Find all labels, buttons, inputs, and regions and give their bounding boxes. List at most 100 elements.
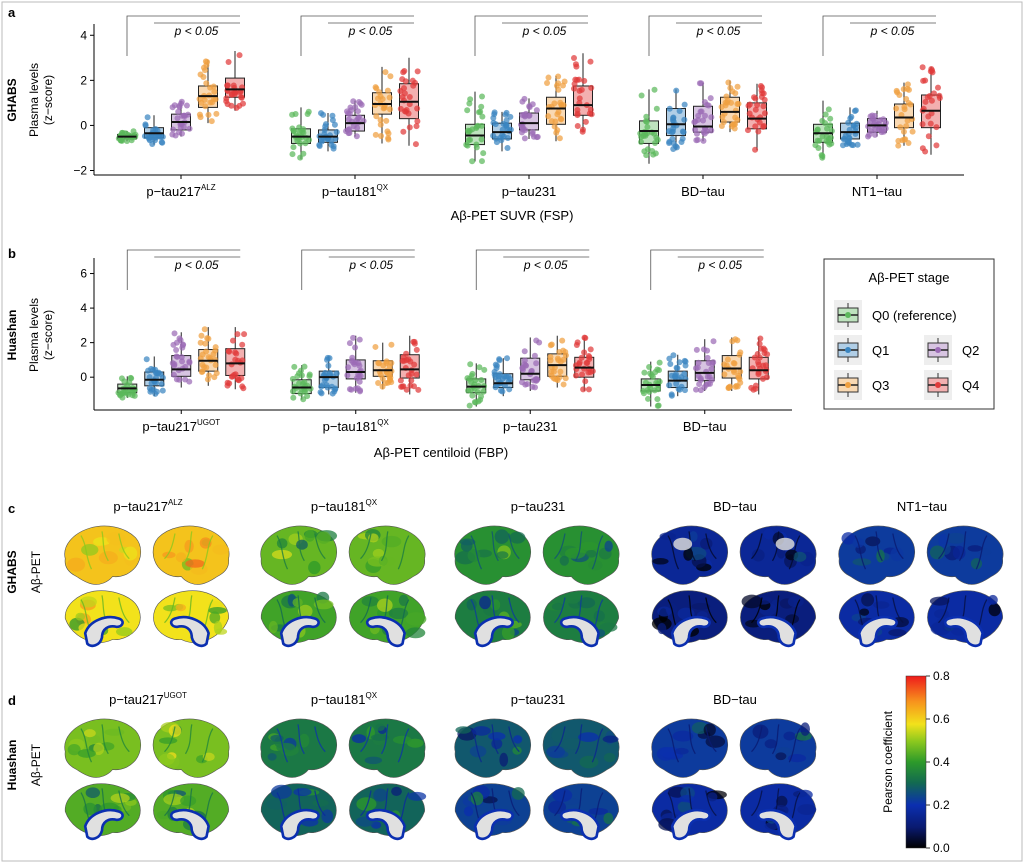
data-point xyxy=(300,396,307,403)
x-tick-label: p−tau181QX xyxy=(323,418,390,434)
data-point xyxy=(126,379,133,386)
data-point xyxy=(642,118,649,125)
data-point xyxy=(197,339,204,346)
data-point xyxy=(933,142,940,149)
cortex-patch xyxy=(652,558,669,565)
data-point xyxy=(656,359,663,366)
cortex-patch xyxy=(405,612,427,626)
data-point xyxy=(306,373,313,380)
brain-lateral-view xyxy=(838,525,916,585)
data-point xyxy=(131,392,138,399)
data-point xyxy=(469,158,476,165)
y-axis-title-line2: (z−score) xyxy=(41,75,55,125)
brain-map-title-base: p−tau217 xyxy=(113,499,168,514)
data-point xyxy=(478,136,485,143)
significance-label: p < 0.05 xyxy=(174,258,219,272)
data-point xyxy=(839,142,846,149)
data-point xyxy=(413,346,420,353)
data-point xyxy=(759,90,766,97)
brain-medial-view xyxy=(454,590,531,648)
data-point xyxy=(669,135,676,142)
data-point xyxy=(474,389,481,396)
significance-label: p < 0.05 xyxy=(523,258,568,272)
cortex-patch xyxy=(208,601,223,609)
data-point xyxy=(414,105,421,112)
data-point xyxy=(871,131,878,138)
brain-map-title-base: p−tau217 xyxy=(109,692,164,707)
cortex-patch xyxy=(564,547,586,559)
data-point xyxy=(895,142,902,149)
data-point xyxy=(385,379,392,386)
data-point xyxy=(682,362,689,369)
cortex-patch xyxy=(546,745,566,759)
data-point xyxy=(825,139,832,146)
data-point xyxy=(846,139,853,146)
data-point xyxy=(555,73,562,80)
data-point xyxy=(294,137,301,144)
cortex-patch xyxy=(841,532,856,545)
data-point xyxy=(490,114,497,121)
data-point xyxy=(350,334,357,341)
data-point xyxy=(827,122,834,129)
data-point xyxy=(234,331,241,338)
cortex-patch xyxy=(689,531,698,542)
sulcus xyxy=(80,724,130,763)
brain-lateral-view xyxy=(542,718,620,778)
data-point xyxy=(504,134,511,141)
data-point xyxy=(179,342,186,349)
cortex-patch xyxy=(92,538,105,547)
data-point xyxy=(573,342,580,349)
cortex-patch xyxy=(679,795,695,803)
cortex-patch xyxy=(890,547,904,562)
data-point xyxy=(350,98,357,105)
medial-wall xyxy=(473,808,514,841)
cortex-patch xyxy=(85,787,101,799)
data-point xyxy=(587,346,594,353)
data-point xyxy=(547,342,554,349)
data-point xyxy=(756,340,763,347)
data-point xyxy=(226,348,233,355)
data-point xyxy=(669,128,676,135)
data-point xyxy=(587,58,594,65)
brain-map-title-base: p−tau231 xyxy=(511,692,566,707)
data-point xyxy=(118,375,125,382)
data-point xyxy=(344,372,351,379)
data-point xyxy=(751,354,758,361)
x-axis-title: Aβ-PET centiloid (FBP) xyxy=(374,445,508,460)
data-point xyxy=(356,378,363,385)
measure-label: Aβ-PET xyxy=(29,550,43,593)
data-point xyxy=(203,364,210,371)
brain-maps: p−tau217ALZ p−tau181QX p−tau231 BD−tau NT1−t… xyxy=(64,498,1004,648)
data-point xyxy=(117,132,124,139)
data-point xyxy=(760,103,767,110)
data-point xyxy=(533,360,540,367)
data-point xyxy=(744,127,751,134)
data-point xyxy=(406,124,413,131)
data-point xyxy=(679,135,686,142)
brain-medial-view xyxy=(927,590,1003,648)
data-point xyxy=(499,388,506,395)
cortex-patch xyxy=(67,557,86,572)
data-point xyxy=(236,52,243,59)
significance-label: p < 0.05 xyxy=(522,24,567,38)
data-point xyxy=(463,141,470,148)
data-point xyxy=(174,353,181,360)
data-point xyxy=(465,137,472,144)
medial-wall xyxy=(279,615,320,648)
data-point xyxy=(414,68,421,75)
data-point xyxy=(693,365,700,372)
data-point xyxy=(223,98,230,105)
data-point xyxy=(357,100,364,107)
data-point xyxy=(302,140,309,147)
cortex-patch xyxy=(405,627,426,639)
data-point xyxy=(353,133,360,140)
x-tick-label-base: BD−tau xyxy=(681,184,725,199)
data-point xyxy=(907,101,914,108)
data-point xyxy=(638,138,645,145)
data-point xyxy=(520,125,527,132)
data-point xyxy=(582,118,589,125)
data-point xyxy=(388,359,395,366)
cortex-patch xyxy=(212,544,230,555)
data-point xyxy=(383,117,390,124)
x-tick-label: p−tau231 xyxy=(502,184,557,199)
